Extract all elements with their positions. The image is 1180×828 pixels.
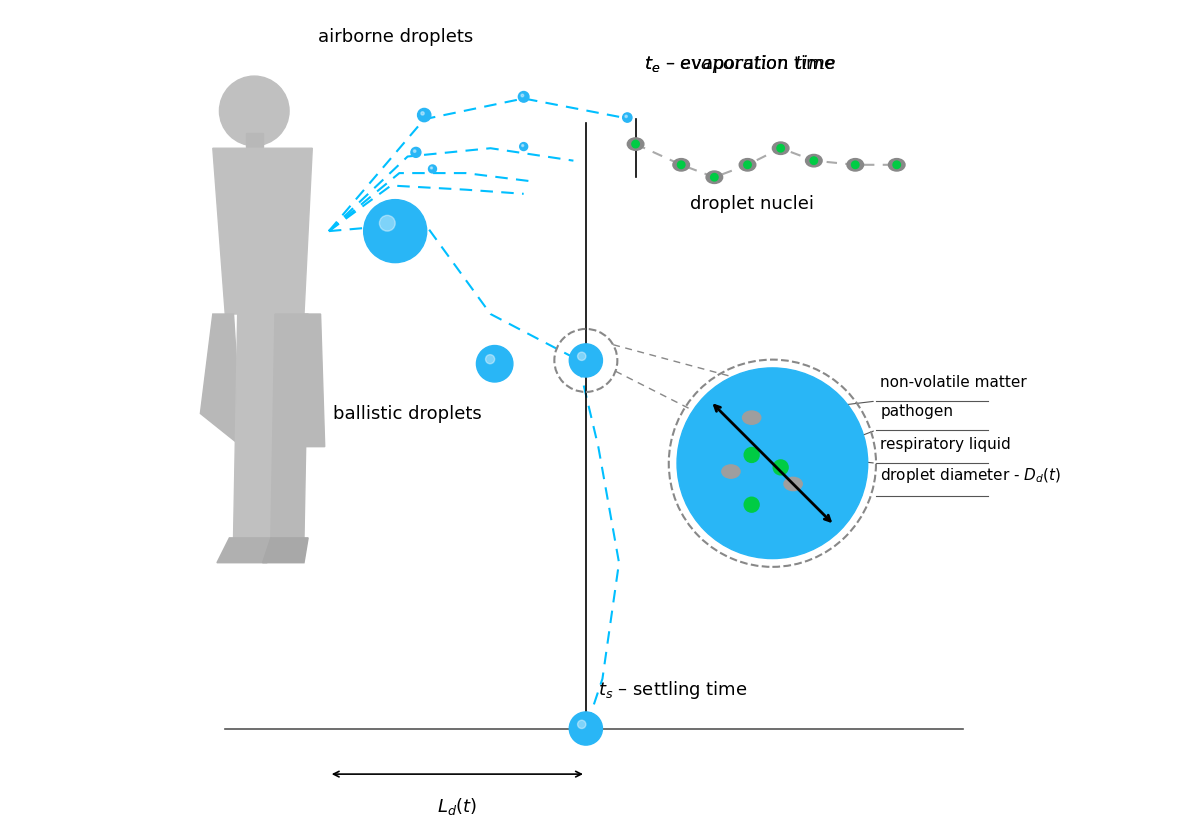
Text: $L_d(t)$: $L_d(t)$ <box>438 795 478 816</box>
Text: droplet diameter - $D_d(t)$: droplet diameter - $D_d(t)$ <box>880 465 1061 484</box>
Ellipse shape <box>847 159 864 171</box>
Ellipse shape <box>673 159 689 171</box>
Circle shape <box>477 346 513 383</box>
Circle shape <box>363 200 427 263</box>
Circle shape <box>522 146 524 147</box>
Text: $t_e$ – evaporation time: $t_e$ – evaporation time <box>644 52 835 75</box>
Ellipse shape <box>706 171 722 184</box>
Circle shape <box>418 109 431 123</box>
Circle shape <box>677 162 684 170</box>
Text: $t_s$ – settling time: $t_s$ – settling time <box>598 677 748 700</box>
Circle shape <box>485 355 494 364</box>
Circle shape <box>522 95 524 98</box>
Polygon shape <box>262 538 308 563</box>
Polygon shape <box>271 315 308 538</box>
Ellipse shape <box>628 139 644 152</box>
Circle shape <box>893 162 900 170</box>
Circle shape <box>577 353 585 361</box>
Ellipse shape <box>889 159 905 171</box>
Polygon shape <box>212 149 313 315</box>
Circle shape <box>743 162 752 170</box>
Text: respiratory liquid: respiratory liquid <box>880 436 1011 451</box>
Polygon shape <box>217 538 271 563</box>
Polygon shape <box>245 134 262 147</box>
Text: airborne droplets: airborne droplets <box>317 27 473 46</box>
Circle shape <box>776 146 785 153</box>
Circle shape <box>569 712 603 745</box>
Circle shape <box>852 162 859 170</box>
Polygon shape <box>201 315 242 447</box>
Circle shape <box>411 148 421 158</box>
Ellipse shape <box>784 478 802 491</box>
Circle shape <box>518 93 529 103</box>
Text: droplet nuclei: droplet nuclei <box>689 195 814 213</box>
Circle shape <box>745 498 759 513</box>
Text: ballistic droplets: ballistic droplets <box>333 405 481 423</box>
Polygon shape <box>296 315 325 447</box>
Circle shape <box>773 460 788 475</box>
Ellipse shape <box>806 156 822 167</box>
Circle shape <box>219 77 289 147</box>
Circle shape <box>380 216 395 232</box>
Text: pathogen: pathogen <box>880 403 953 418</box>
Circle shape <box>623 113 632 123</box>
Circle shape <box>677 368 867 559</box>
Ellipse shape <box>722 465 740 479</box>
Text: $t_e$ – evaporation time: $t_e$ – evaporation time <box>644 52 835 75</box>
Circle shape <box>428 166 437 174</box>
Circle shape <box>421 113 424 116</box>
Circle shape <box>710 174 719 181</box>
Circle shape <box>625 116 628 118</box>
Circle shape <box>745 448 759 463</box>
Ellipse shape <box>773 143 789 156</box>
Circle shape <box>811 157 818 166</box>
Ellipse shape <box>739 159 756 171</box>
Polygon shape <box>234 315 275 538</box>
Circle shape <box>519 143 527 152</box>
Circle shape <box>413 151 415 153</box>
Circle shape <box>631 142 640 149</box>
Circle shape <box>577 720 585 729</box>
Circle shape <box>569 344 603 378</box>
Text: non-volatile matter: non-volatile matter <box>880 374 1027 389</box>
Ellipse shape <box>742 412 761 425</box>
Circle shape <box>431 168 433 170</box>
